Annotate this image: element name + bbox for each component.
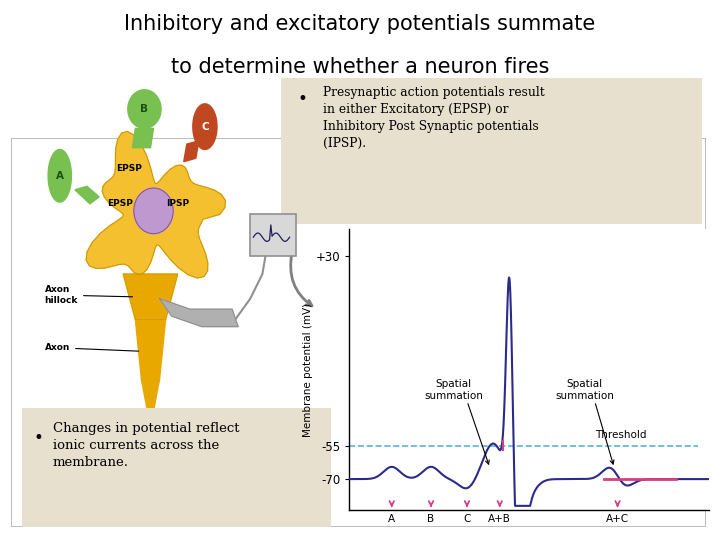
Text: Axon: Axon: [45, 343, 139, 352]
Bar: [251, 214, 296, 256]
Y-axis label: Membrane potential (mV): Membrane potential (mV): [303, 303, 312, 437]
Polygon shape: [184, 140, 199, 161]
Text: C: C: [201, 122, 209, 132]
Text: Threshold: Threshold: [595, 430, 646, 440]
Text: A: A: [55, 171, 64, 181]
Text: B: B: [428, 514, 435, 524]
Polygon shape: [135, 320, 166, 379]
Polygon shape: [123, 274, 178, 320]
Polygon shape: [128, 90, 161, 129]
Text: A+C: A+C: [606, 514, 629, 524]
Polygon shape: [86, 131, 225, 278]
Text: B: B: [140, 104, 148, 114]
Text: •: •: [297, 90, 307, 108]
Text: IPSP: IPSP: [166, 199, 189, 208]
Text: EPSP: EPSP: [117, 164, 143, 173]
Text: Changes in potential reflect
ionic currents across the
membrane.: Changes in potential reflect ionic curre…: [53, 422, 239, 469]
Text: EPSP: EPSP: [107, 199, 133, 208]
Text: Axon
hillock: Axon hillock: [45, 286, 132, 305]
Polygon shape: [141, 379, 160, 411]
Text: C: C: [464, 514, 471, 524]
Text: Spatial
summation: Spatial summation: [555, 379, 614, 401]
Text: A+B: A+B: [488, 514, 511, 524]
Text: Presynaptic action potentials result
in either Excitatory (EPSP) or
Inhibitory P: Presynaptic action potentials result in …: [323, 85, 544, 150]
Polygon shape: [48, 150, 71, 202]
Polygon shape: [75, 186, 99, 204]
Text: Inhibitory and excitatory potentials summate: Inhibitory and excitatory potentials sum…: [125, 14, 595, 33]
Polygon shape: [132, 129, 153, 147]
Text: Spatial
summation: Spatial summation: [425, 379, 483, 401]
Text: A: A: [388, 514, 395, 524]
Circle shape: [134, 188, 174, 234]
Polygon shape: [160, 299, 238, 327]
Text: to determine whether a neuron fires: to determine whether a neuron fires: [171, 57, 549, 77]
Polygon shape: [193, 104, 217, 150]
Text: •: •: [34, 429, 44, 447]
